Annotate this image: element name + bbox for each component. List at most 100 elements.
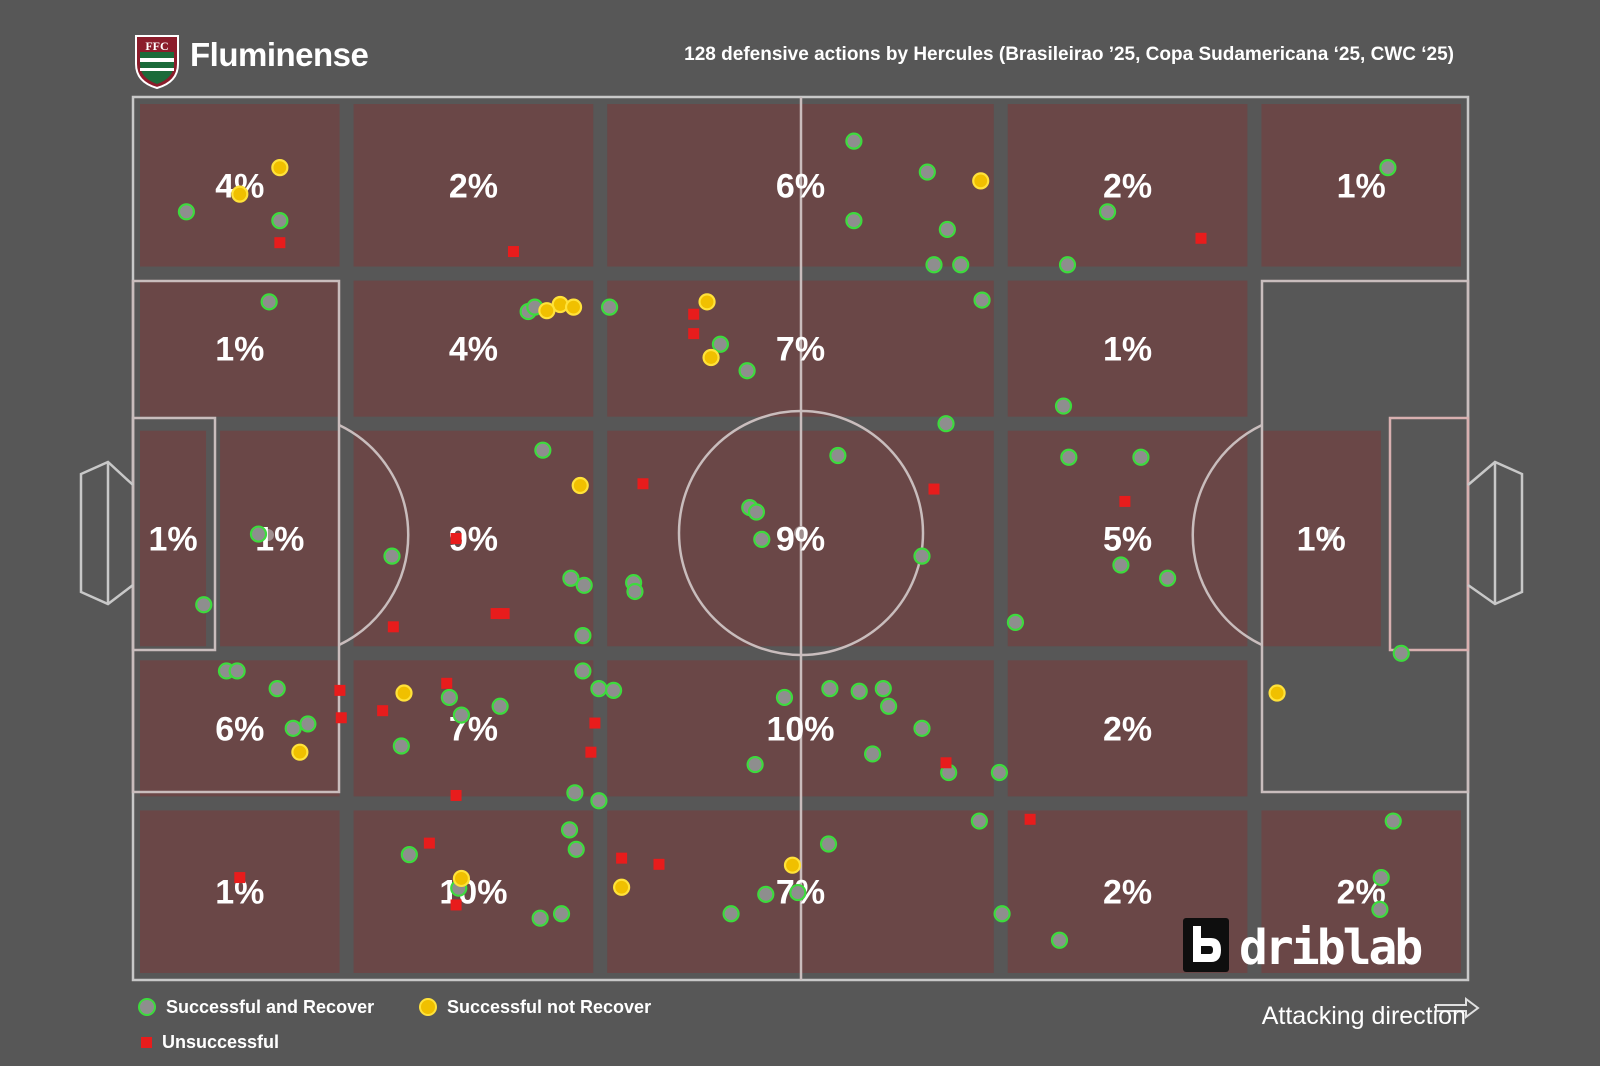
zone-percentage-label: 4% [449,331,498,369]
recovered-point [1050,931,1069,949]
unsuccessful-point [450,899,462,911]
recovered-point [552,905,571,923]
unsuccessful-point [928,483,940,495]
unsuccessful-point [377,705,389,717]
zone-cell [1261,810,1461,973]
recovered-point [952,256,970,274]
zone-percentage-label: 10% [766,710,834,748]
recovered-point [738,362,756,380]
unsuccessful-point [450,789,462,801]
zone-cell [140,280,340,417]
recovered-point [604,681,623,699]
recovered-point [913,547,931,565]
legend-recovered-marker [138,998,156,1017]
not-recovered-point [291,743,309,761]
left-six-yard-box [131,416,217,652]
recovered-point [1058,256,1077,274]
not-recovered-point [972,172,990,190]
unsuccessful-point [234,872,246,884]
unsuccessful-point [688,328,700,340]
unsuccessful-point [589,717,601,729]
unsuccessful-point [616,852,628,864]
not-recovered-point [702,348,720,367]
zone-percentage-label: 2% [449,167,498,205]
zone-cell [1007,430,1248,647]
recovered-point [566,784,584,802]
zone-percentage-label: 9% [776,521,825,559]
recovered-point [268,680,286,698]
recovered-point [1132,448,1150,466]
recovered-point [600,298,619,316]
unsuccessful-point [387,621,399,633]
recovered-point [938,220,956,239]
recovered-point [1098,203,1117,221]
chart-title: 128 defensive actions by Hercules (Brasi… [684,44,1454,65]
zone-cell [1261,104,1461,267]
recovered-point [845,212,863,230]
recovered-point [590,792,608,810]
legend-recovered-label: Successful and Recover [166,996,375,1017]
recovered-point [560,821,579,839]
zone-cell [353,660,594,797]
zone-percentage-label: 6% [776,167,825,205]
unsuccessful-point [335,712,347,724]
recovered-point [918,163,936,181]
zone-cell [140,430,207,647]
recovered-point [626,582,644,601]
zone-cell [140,810,340,973]
zone-percentage-label: 1% [1337,167,1386,205]
recovered-point [452,706,471,724]
recovered-point [574,627,592,645]
recovered-point [271,212,289,230]
recovered-point [491,697,509,715]
recovered-point [590,680,608,698]
team-crest-icon: FFC [135,35,179,90]
zone-cell [1261,430,1381,647]
right-penalty-arc [1191,423,1263,647]
recovered-point [284,719,302,737]
recovered-point [260,293,278,311]
not-recovered-point [395,684,413,702]
team-name: Fluminense [190,36,369,73]
not-recovered-point [571,476,589,495]
recovered-point [747,503,766,521]
recovered-point [829,446,847,465]
unsuccessful-point [450,533,462,544]
recovered-point [993,905,1011,923]
recovered-point [757,885,775,903]
not-recovered-point [231,185,249,203]
unsuccessful-point [334,684,346,696]
recovered-point [567,840,585,858]
not-recovered-point [698,293,716,311]
right-goal [1467,460,1524,606]
center-circle [677,409,925,657]
zone-percentage-label: 2% [1103,167,1152,205]
recovered-point [534,441,552,459]
recovered-point [880,697,898,715]
recovered-point [1379,159,1397,177]
recovered-point [1060,448,1078,466]
zone-cell [220,430,340,647]
recovered-point [574,662,592,680]
recovered-point [863,745,882,763]
recovered-point [746,755,764,774]
unsuccessful-point [490,608,502,620]
recovered-point [753,530,771,548]
not-recovered-point [783,856,802,874]
unsuccessful-point [1195,232,1207,244]
recovered-point [392,737,410,755]
zone-cell [353,430,594,647]
recovered-point [789,883,807,902]
zone-percentage-label: 7% [776,331,825,369]
recovered-point [1392,644,1410,662]
zone-cell [1007,280,1248,417]
legend-item-not-recovered: Successful not Recover [419,996,651,1018]
recovered-point [722,905,740,923]
recovered-point [819,835,838,853]
not-recovered-point [271,159,289,177]
not-recovered-point [452,869,471,888]
legend-unsuccessful-marker [141,1036,152,1048]
recovered-point [913,719,931,737]
recovered-point [575,576,593,594]
